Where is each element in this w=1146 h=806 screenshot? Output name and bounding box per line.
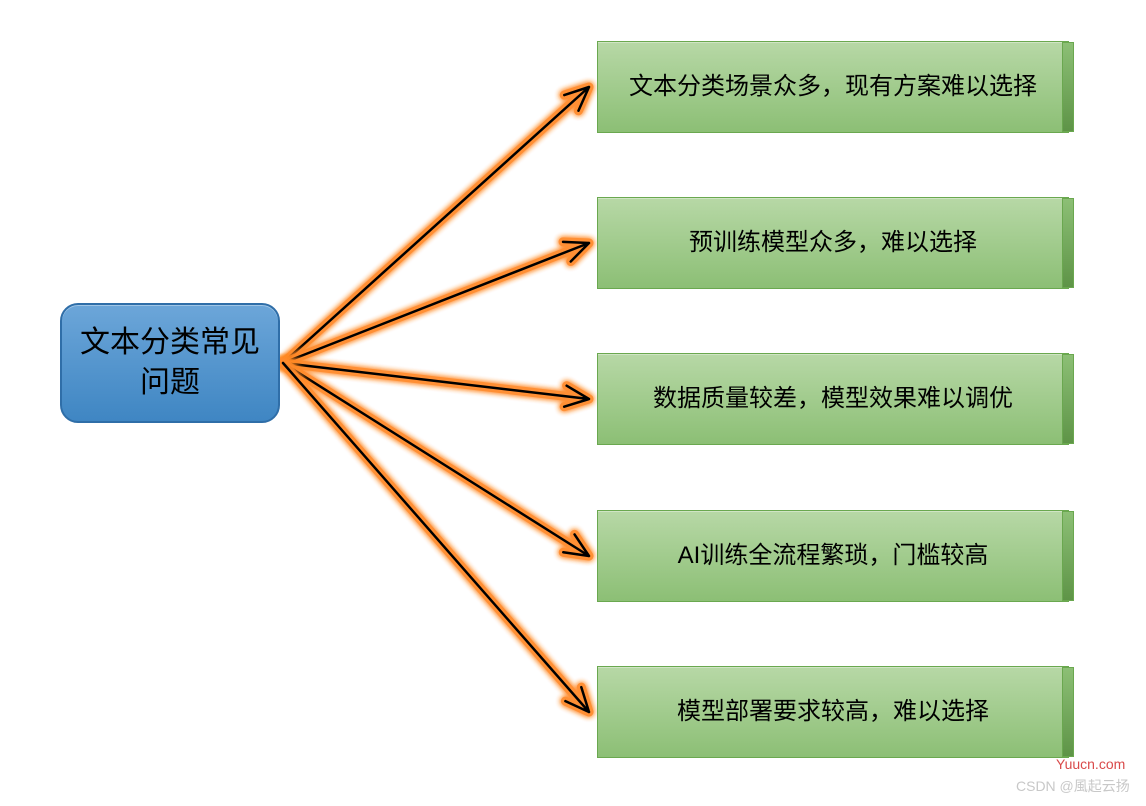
leaf-node: 预训练模型众多，难以选择 <box>597 197 1069 289</box>
arrow-core <box>283 242 589 363</box>
leaf-node-label: 模型部署要求较高，难以选择 <box>677 696 989 728</box>
arrow-core <box>283 363 589 407</box>
leaf-node-strip <box>1062 354 1074 444</box>
root-node: 文本分类常见问题 <box>60 303 280 423</box>
root-node-label: 文本分类常见问题 <box>76 323 264 404</box>
leaf-node: 文本分类场景众多，现有方案难以选择 <box>597 41 1069 133</box>
arrow-glow <box>283 87 589 363</box>
leaf-node-strip <box>1062 42 1074 132</box>
leaf-node-label: 预训练模型众多，难以选择 <box>689 227 977 259</box>
leaf-node: 模型部署要求较高，难以选择 <box>597 666 1069 758</box>
arrow-glow <box>283 363 589 556</box>
leaf-node-strip <box>1062 511 1074 601</box>
watermark-csdn: CSDN @風起云扬 <box>1016 776 1130 796</box>
leaf-node: 数据质量较差，模型效果难以调优 <box>597 353 1069 445</box>
watermark-yuucn: Yuucn.com <box>1056 756 1125 772</box>
arrow-glow <box>283 363 589 712</box>
arrow-core <box>283 363 589 556</box>
arrow-glow <box>283 242 589 363</box>
diagram-canvas: 文本分类常见问题 文本分类场景众多，现有方案难以选择预训练模型众多，难以选择数据… <box>0 0 1146 806</box>
leaf-node-label: 数据质量较差，模型效果难以调优 <box>653 383 1013 415</box>
leaf-node-label: AI训练全流程繁琐，门槛较高 <box>678 540 989 572</box>
leaf-node-strip <box>1062 198 1074 288</box>
arrow-core <box>283 87 589 363</box>
leaf-node-label: 文本分类场景众多，现有方案难以选择 <box>629 71 1037 103</box>
arrow-core <box>283 363 589 712</box>
arrow-glow <box>283 363 589 407</box>
leaf-node: AI训练全流程繁琐，门槛较高 <box>597 510 1069 602</box>
leaf-node-strip <box>1062 667 1074 757</box>
